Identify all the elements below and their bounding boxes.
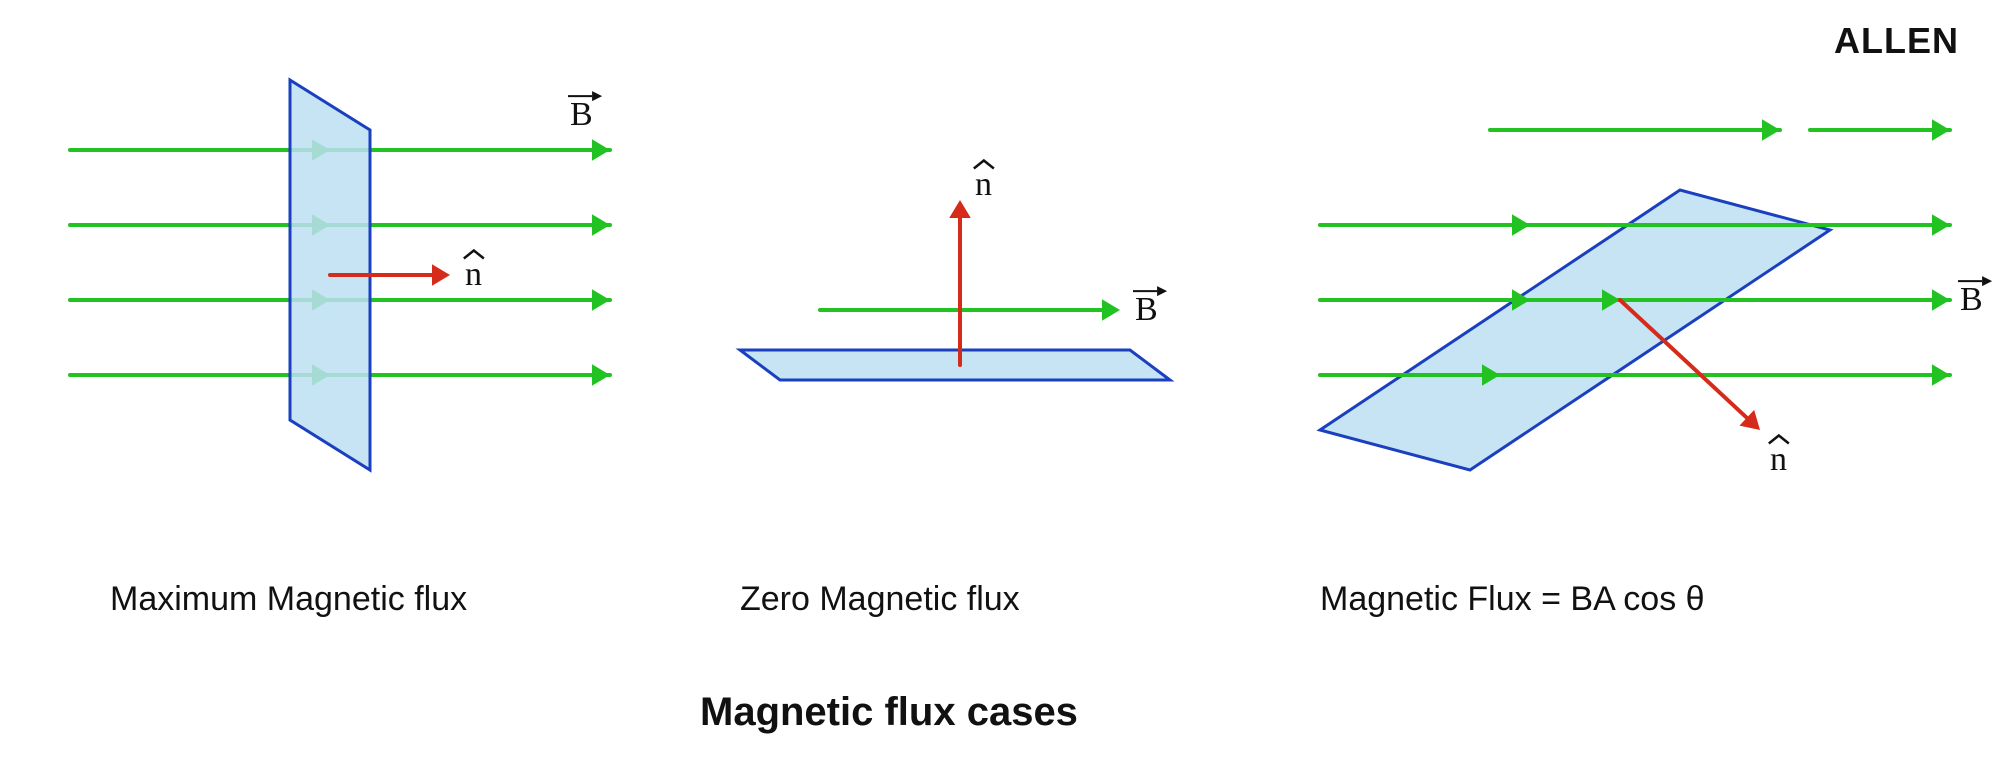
caption-zero: Zero Magnetic flux	[740, 580, 1020, 619]
svg-text:n: n	[465, 256, 482, 293]
svg-text:n: n	[975, 166, 992, 203]
svg-text:B: B	[1135, 291, 1158, 328]
svg-text:n: n	[1770, 441, 1787, 478]
caption-max: Maximum Magnetic flux	[110, 580, 467, 619]
diagram-svg: Bn Bn Bn	[0, 0, 1999, 778]
svg-text:B: B	[570, 96, 593, 133]
main-title: Magnetic flux cases	[700, 690, 1078, 735]
caption-angle: Magnetic Flux = BA cos θ	[1320, 580, 1705, 619]
svg-text:B: B	[1960, 281, 1983, 318]
